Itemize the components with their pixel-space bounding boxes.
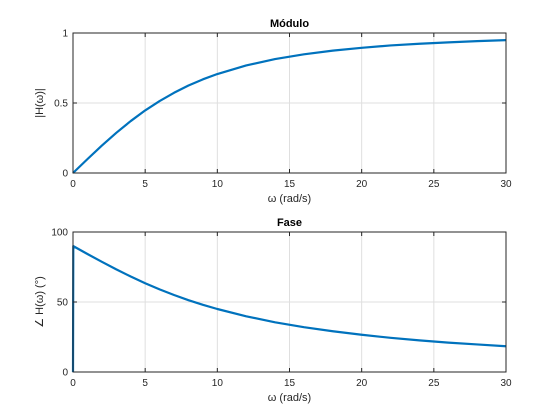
modulo-title: Módulo — [270, 18, 309, 30]
modulo-xtick-label: 30 — [500, 179, 512, 190]
fase-xtick-label: 25 — [428, 378, 440, 389]
fase-ytick-label: 50 — [57, 298, 69, 309]
modulo-xtick-label: 5 — [142, 179, 148, 190]
modulo-xtick-label: 25 — [428, 179, 440, 190]
fase-xtick-label: 5 — [142, 378, 148, 389]
modulo-xtick-label: 0 — [70, 179, 76, 190]
modulo-xtick-label: 10 — [212, 179, 224, 190]
fase-xtick-label: 20 — [356, 378, 368, 389]
fase-title: Fase — [277, 217, 302, 229]
modulo-xlabel: ω (rad/s) — [268, 193, 311, 205]
fase-xtick-label: 0 — [70, 378, 76, 389]
fase-xtick-label: 30 — [500, 378, 512, 389]
fase-xtick-label: 15 — [284, 378, 296, 389]
modulo-xtick-label: 15 — [284, 179, 296, 190]
modulo-ytick-label: 1 — [62, 29, 68, 40]
modulo-xtick-label: 20 — [356, 179, 368, 190]
modulo-ytick-label: 0.5 — [54, 99, 68, 110]
modulo-series-line — [72, 39, 507, 174]
modulo-ytick-label: 0 — [62, 169, 68, 180]
fase-xlabel: ω (rad/s) — [268, 392, 311, 404]
fase-xtick-label: 10 — [212, 378, 224, 389]
fase-ytick-label: 0 — [62, 368, 68, 379]
fase-plot: 0 5 10 15 20 25 30 0 50 100 Fase ω (rad/s) ∠ H(ω) (°… — [34, 217, 512, 404]
fase-series-line — [71, 245, 507, 373]
modulo-ylabel: |H(ω)| — [34, 88, 46, 118]
fase-ylabel: ∠ H(ω) (°) — [34, 276, 46, 328]
modulo-plot: 0 5 10 15 20 25 30 0 0.5 1 Módulo ω (rad/s) |H(ω)| — [34, 18, 512, 205]
fase-ytick-label: 100 — [51, 228, 68, 239]
